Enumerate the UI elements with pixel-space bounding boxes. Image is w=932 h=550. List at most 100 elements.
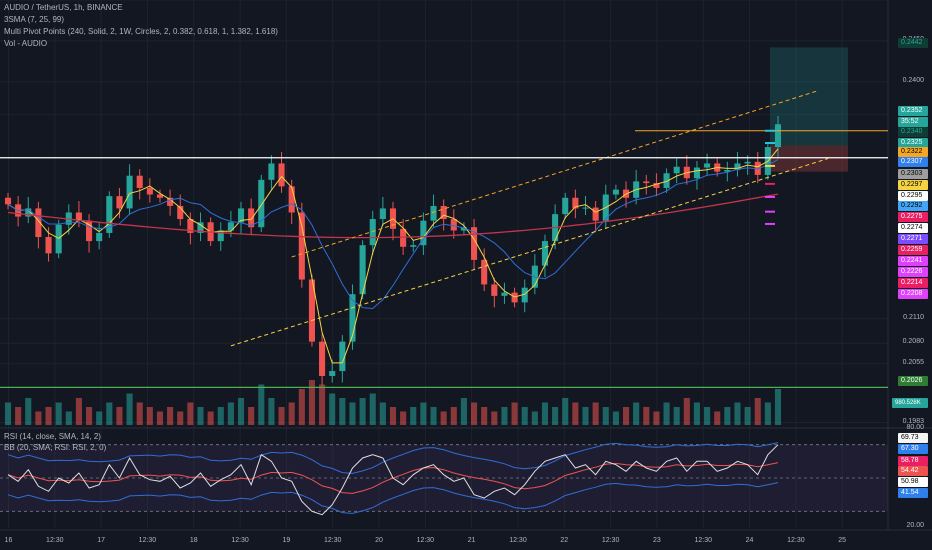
volume-bar xyxy=(319,384,326,425)
candle-body xyxy=(339,341,346,372)
channel-upper-line xyxy=(291,90,819,258)
price-tag: 0.2322 xyxy=(898,147,928,157)
price-tag: 0.2208 xyxy=(898,289,928,299)
volume-bar xyxy=(197,407,204,425)
rsi-tick-label: 20.00 xyxy=(906,522,924,529)
candle-body xyxy=(410,245,417,247)
time-tick-label: 12:30 xyxy=(231,537,249,544)
candle-body xyxy=(704,163,711,168)
volume-bar xyxy=(167,407,174,425)
volume-bar xyxy=(379,402,386,425)
volume-bar xyxy=(744,407,751,425)
candle-body xyxy=(237,208,245,223)
candle-body xyxy=(227,222,234,231)
volume-bar xyxy=(339,398,346,425)
position-zones xyxy=(770,47,848,172)
volume-bar xyxy=(663,402,670,425)
price-tick-label: 0.2080 xyxy=(902,338,924,346)
time-tick-label: 20 xyxy=(375,537,383,544)
rsi-line xyxy=(7,444,779,516)
price-tag: 0.2297 xyxy=(898,180,928,190)
volume-bar xyxy=(369,393,376,425)
volume-bar xyxy=(481,407,488,425)
rsi-tag: 54.42 xyxy=(898,466,928,476)
price-tag: 980.528K xyxy=(892,398,928,408)
legend-symbol[interactable]: AUDIO / TetherUS, 1h, BINANCE xyxy=(4,3,123,12)
sma-7-line xyxy=(7,148,779,364)
volume-bars xyxy=(4,380,782,425)
volume-bar xyxy=(541,402,549,425)
candle-body xyxy=(379,208,386,220)
legend-pivots[interactable]: Multi Pivot Points (240, Solid, 2, 1W, C… xyxy=(4,27,278,36)
volume-bar xyxy=(602,407,609,425)
time-tick-label: 12:30 xyxy=(509,537,527,544)
volume-bar xyxy=(633,402,640,425)
volume-bar xyxy=(86,407,93,425)
legend-sma[interactable]: 3SMA (7, 25, 99) xyxy=(4,15,65,24)
legend-rsi[interactable]: RSI (14, close, SMA, 14, 2) xyxy=(4,432,101,441)
candle-body xyxy=(75,212,82,221)
volume-bar xyxy=(248,407,255,425)
candle-body xyxy=(278,163,285,187)
volume-bar xyxy=(389,407,397,425)
candle-body xyxy=(501,292,508,296)
candle-body xyxy=(562,197,569,215)
price-tick-label: 0.1983 xyxy=(902,417,924,425)
volume-bar xyxy=(55,402,62,425)
candle-body xyxy=(96,232,103,242)
volume-bar xyxy=(430,407,437,425)
candle-body xyxy=(187,219,194,233)
candle-body xyxy=(744,161,751,164)
legend-vol[interactable]: Vol - AUDIO xyxy=(4,39,48,48)
volume-bar xyxy=(511,402,518,425)
time-tick-label: 23 xyxy=(653,537,661,544)
volume-bar xyxy=(187,402,194,425)
price-tag: 0.2352 xyxy=(898,106,928,116)
volume-bar xyxy=(136,402,143,425)
volume-bar xyxy=(693,402,700,425)
candle-body xyxy=(106,196,113,233)
time-tick-label: 12:30 xyxy=(138,537,157,544)
volume-bar xyxy=(724,407,731,425)
time-tick-label: 12:30 xyxy=(416,537,435,544)
time-tick-label: 22 xyxy=(560,537,569,544)
time-tick-label: 12:30 xyxy=(323,537,342,544)
candle-body xyxy=(572,197,579,209)
volume-bar xyxy=(653,411,660,425)
volume-bar xyxy=(501,407,508,425)
volume-bar xyxy=(754,398,761,425)
price-tag: 0.2442 xyxy=(898,38,928,48)
legend-bb[interactable]: BB (20, SMA; RSI: RSI, 2, 0) xyxy=(4,443,107,452)
time-tick-label: 18 xyxy=(189,537,198,544)
price-tick-label: 0.2055 xyxy=(902,358,924,366)
candle-body xyxy=(156,194,164,198)
volume-bar xyxy=(491,411,498,425)
channel-lower-line xyxy=(230,158,829,347)
candle-body xyxy=(471,227,478,260)
price-tag: 0.2307 xyxy=(898,157,928,167)
candle-body xyxy=(268,163,275,180)
candle-body xyxy=(481,259,488,285)
candle-body xyxy=(116,196,123,209)
rsi-tag: 50.98 xyxy=(898,477,928,487)
candle-body xyxy=(359,245,366,295)
time-tick-label: 12:30 xyxy=(46,537,64,544)
volume-bar xyxy=(592,402,599,425)
candle-body xyxy=(582,207,589,209)
candle-body xyxy=(420,220,427,246)
volume-bar xyxy=(714,411,721,425)
price-tag: 0.2292 xyxy=(898,201,928,211)
candle-body xyxy=(319,341,326,376)
price-tag: 0.2295 xyxy=(898,191,928,201)
candle-body xyxy=(349,294,356,342)
volume-bar xyxy=(471,402,478,425)
time-tick-label: 12:30 xyxy=(787,537,805,544)
volume-bar xyxy=(410,407,417,425)
candles xyxy=(4,116,782,386)
rsi-pane xyxy=(0,442,888,516)
candle-body xyxy=(35,208,42,238)
candle-body xyxy=(177,205,184,220)
volume-bar xyxy=(622,407,630,425)
volume-bar xyxy=(450,407,457,425)
